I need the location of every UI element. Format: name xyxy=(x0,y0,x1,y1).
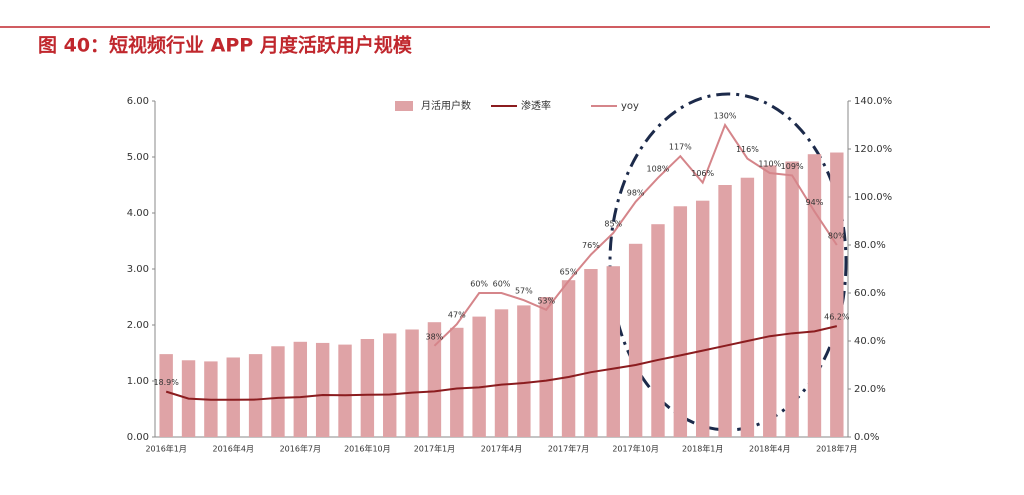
y-tick-label: 3.00 xyxy=(127,264,149,275)
data-label: 38% xyxy=(426,332,444,341)
data-label: 57% xyxy=(515,287,533,296)
y-tick-label: 5.00 xyxy=(127,152,149,163)
data-label: 76% xyxy=(582,241,600,250)
line xyxy=(433,122,838,347)
y2-tick-label: 120.0% xyxy=(854,144,892,155)
bar xyxy=(830,152,844,437)
bar xyxy=(561,280,576,437)
y2-tick-label: 40.0% xyxy=(854,336,886,347)
bar xyxy=(494,309,509,437)
legend-swatch xyxy=(395,101,413,111)
data-label: 46.2% xyxy=(824,313,850,322)
y2-tick-label: 80.0% xyxy=(854,240,886,251)
bar xyxy=(807,154,822,437)
x-tick-label: 2016年7月 xyxy=(280,444,321,454)
bar xyxy=(338,344,352,437)
data-label: 98% xyxy=(627,188,645,197)
y2-tick-label: 100.0% xyxy=(854,192,892,203)
data-label: 116% xyxy=(736,145,759,154)
bar xyxy=(695,200,710,437)
data-label: 60% xyxy=(470,280,488,289)
bar xyxy=(606,266,620,437)
legend-label: yoy xyxy=(621,101,639,112)
bar xyxy=(740,177,755,437)
legend-label: 月活用户数 xyxy=(421,99,471,112)
bar xyxy=(651,224,665,437)
y2-tick-label: 20.0% xyxy=(854,384,886,395)
bar xyxy=(248,354,263,437)
bar xyxy=(315,342,330,437)
y-tick-label: 2.00 xyxy=(127,320,149,331)
y-tick-label: 1.00 xyxy=(127,376,149,387)
bar xyxy=(427,322,442,437)
x-tick-label: 2018年7月 xyxy=(816,444,857,454)
data-label: 108% xyxy=(647,164,670,173)
data-label: 110% xyxy=(758,160,781,169)
x-tick-label: 2017年1月 xyxy=(414,444,455,454)
x-tick-label: 2017年10月 xyxy=(612,444,659,454)
bar xyxy=(763,165,777,437)
x-tick-label: 2016年1月 xyxy=(145,444,186,454)
legend-label: 渗透率 xyxy=(521,99,551,112)
bar xyxy=(584,269,598,437)
data-label: 94% xyxy=(806,198,824,207)
bar xyxy=(226,357,240,437)
data-label: 18.9% xyxy=(153,378,179,387)
data-label: 130% xyxy=(714,112,737,121)
bar xyxy=(539,297,553,437)
y2-tick-label: 140.0% xyxy=(854,96,892,107)
bar xyxy=(472,316,486,437)
data-label: 60% xyxy=(493,280,511,289)
x-tick-label: 2016年10月 xyxy=(344,444,391,454)
bar xyxy=(360,339,375,437)
bar xyxy=(293,341,308,437)
chart-title: 图 40：短视频行业 APP 月度活跃用户规模 xyxy=(38,34,413,57)
x-tick-label: 2016年4月 xyxy=(213,444,254,454)
line xyxy=(165,325,838,401)
x-tick-label: 2018年1月 xyxy=(682,444,723,454)
bar xyxy=(628,243,643,437)
y-tick-label: 0.00 xyxy=(127,432,149,443)
bar xyxy=(383,333,397,437)
bar xyxy=(450,327,464,437)
bar xyxy=(271,346,285,437)
data-label: 106% xyxy=(691,169,714,178)
data-label: 47% xyxy=(448,311,466,320)
x-tick-label: 2017年4月 xyxy=(481,444,522,454)
data-label: 80% xyxy=(828,232,846,241)
y-tick-label: 4.00 xyxy=(127,208,149,219)
y-tick-label: 6.00 xyxy=(127,96,149,107)
bar xyxy=(405,329,419,437)
data-label: 65% xyxy=(560,268,578,277)
bar xyxy=(718,185,732,437)
data-label: 109% xyxy=(781,162,804,171)
bar xyxy=(517,305,531,437)
bar xyxy=(785,161,799,438)
y2-tick-label: 60.0% xyxy=(854,288,886,299)
y2-tick-label: 0.0% xyxy=(854,432,879,443)
data-label: 117% xyxy=(669,143,692,152)
bar xyxy=(159,354,173,437)
x-tick-label: 2018年4月 xyxy=(749,444,790,454)
data-label: 53% xyxy=(537,296,555,305)
data-label: 85% xyxy=(604,220,622,229)
bar xyxy=(673,206,688,437)
highlight-ellipse xyxy=(608,92,848,432)
x-tick-label: 2017年7月 xyxy=(548,444,589,454)
